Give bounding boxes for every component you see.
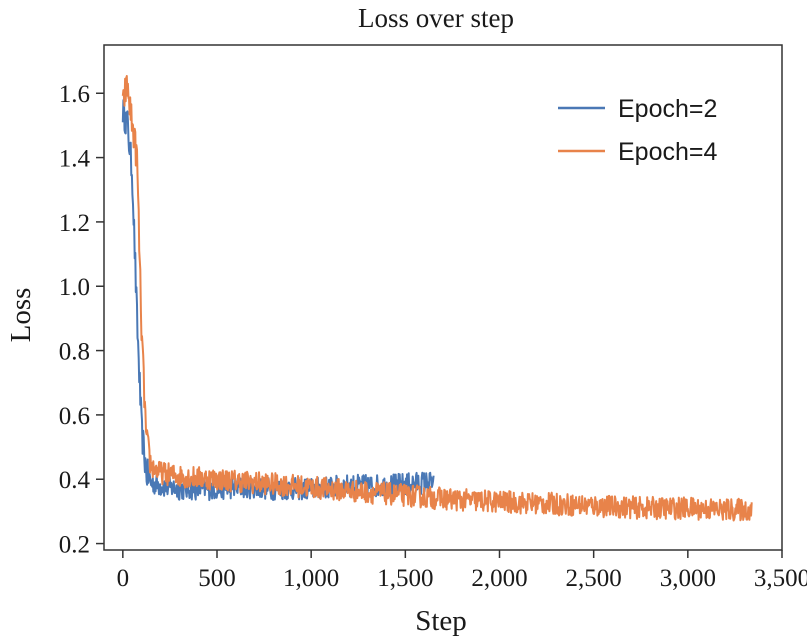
x-tick-label: 1,000 [283,565,339,592]
y-tick-label: 1.6 [59,81,90,108]
x-tick-label: 2,000 [471,565,527,592]
tick-layer: 0 500 1,000 1,500 2,000 2,500 3,000 3,500 0.2 0.4… [59,81,807,592]
y-tick-label: 0.6 [59,403,90,430]
x-tick-label: 3,500 [754,565,807,592]
y-tick-label: 1.4 [59,146,91,173]
legend-label-epoch-4: Epoch=4 [618,138,717,166]
y-axis-label: Loss [5,288,37,343]
legend: Epoch=2 Epoch=4 [558,95,717,166]
x-tick-label: 1,500 [377,565,433,592]
legend-label-epoch-2: Epoch=2 [618,95,717,123]
x-axis-label: Step [415,605,467,637]
y-tick-label: 1.0 [59,274,90,301]
y-tick-label: 0.2 [59,532,90,559]
y-tick-label: 0.4 [59,467,91,494]
series-line-epoch-2 [121,97,435,502]
plot-frame [103,44,783,551]
y-tick-label: 0.8 [59,339,90,366]
x-tick-label: 3,000 [660,565,716,592]
x-tick-label: 0 [117,565,130,592]
series-line-epoch-4 [121,75,753,522]
y-tick-label: 1.2 [59,210,90,237]
x-tick-label: 2,500 [566,565,622,592]
x-tick-label: 500 [198,565,236,592]
chart-title: Loss over step [358,3,514,33]
series-layer [121,75,753,522]
